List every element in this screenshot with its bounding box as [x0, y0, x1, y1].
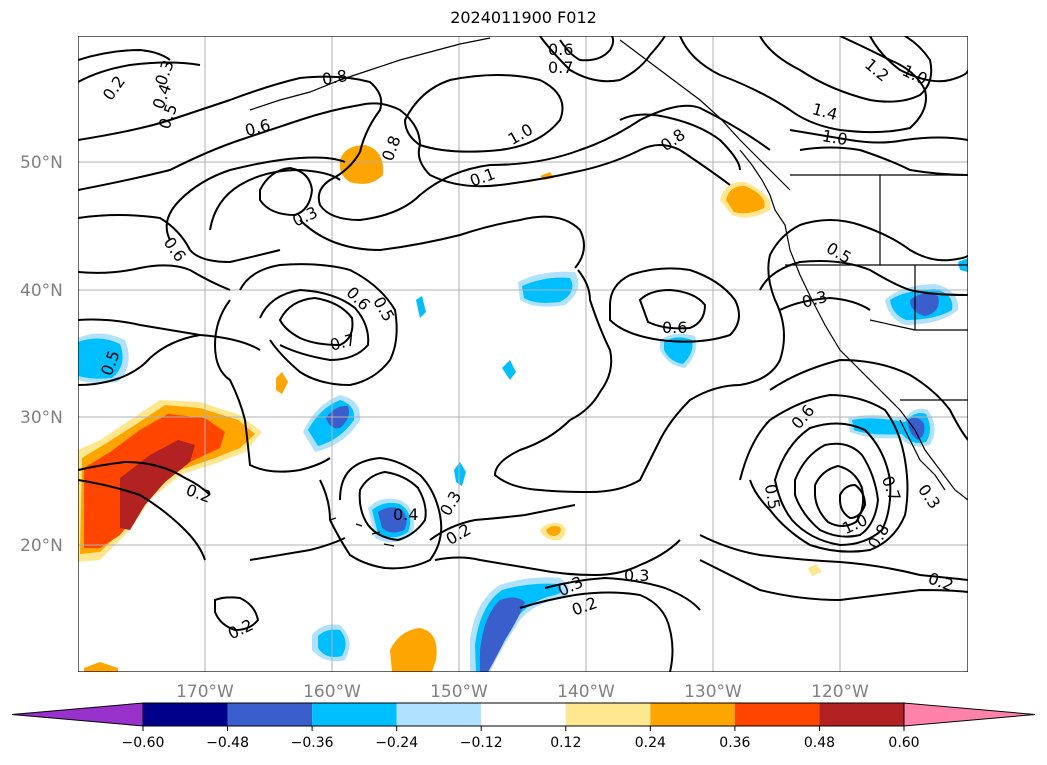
- graticule: [78, 36, 968, 672]
- colorbar: −0.60 −0.48 −0.36 −0.24 −0.12 0.12 0.24 0.36 0.4…: [11, 702, 1036, 751]
- colorbar-swatch: [227, 703, 313, 726]
- negative-anomaly-4c: [378, 507, 407, 533]
- hawaii-islands: [329, 517, 395, 547]
- lon-label-160w: 160°W: [303, 682, 361, 702]
- lat-label-50n: 50°N: [20, 153, 63, 173]
- map-title: 2024011900 F012: [450, 8, 597, 27]
- lat-label-40n: 40°N: [20, 281, 63, 301]
- colorbar-swatch: [481, 703, 566, 726]
- colorbar-swatch: [650, 703, 735, 726]
- baja-coast: [899, 419, 946, 491]
- bc-coast: [739, 149, 968, 501]
- negative-anomaly-5c: [480, 597, 525, 672]
- coastlines: [249, 37, 968, 547]
- colorbar-tick-label: 0.12: [550, 735, 581, 751]
- positive-anomaly-blob-8: [808, 564, 822, 576]
- contour-label: 0.5: [761, 483, 784, 511]
- positive-anomaly-blob-1: [339, 145, 384, 184]
- positive-anomaly-blob-9: [390, 628, 437, 672]
- positive-anomaly-blob-10: [84, 662, 118, 672]
- colorbar-tick-label: 0.48: [804, 735, 835, 751]
- lat-label-20n: 20°N: [20, 536, 63, 556]
- contour-label: 1.0: [821, 126, 849, 149]
- positive-anomaly-west-4: [120, 440, 195, 530]
- contour-label: 0.3: [624, 566, 649, 585]
- colorbar-extension-low: [11, 702, 144, 727]
- negative-anomaly-10: [454, 462, 466, 486]
- negative-anomaly-8c: [910, 293, 939, 316]
- lon-label-170w: 170°W: [176, 682, 234, 702]
- contour-label: 0.8: [320, 66, 348, 89]
- colorbar-extension-high: [903, 702, 1036, 727]
- lon-label-140w: 140°W: [557, 682, 615, 702]
- longitude-labels: 170°W 160°W 150°W 140°W 130°W 120°W: [176, 682, 869, 702]
- colorbar-tick-label: −0.36: [291, 735, 334, 751]
- colorbar-swatch: [734, 703, 820, 726]
- colorbar-swatch: [312, 703, 397, 726]
- lon-label-130w: 130°W: [684, 682, 742, 702]
- negative-anomaly-9c: [908, 417, 925, 440]
- contour-labels: 0.2 0.3 0.4 0.5 0.6 0.8 0.8 0.3 0.6 1.0 …: [97, 40, 956, 643]
- colorbar-swatch: [396, 703, 482, 726]
- colorbar-tick-label: 0.36: [719, 735, 750, 751]
- contours: [78, 36, 968, 672]
- colorbar-tick-label: −0.12: [460, 735, 503, 751]
- contour-label: 0.6: [548, 40, 573, 59]
- lon-label-150w: 150°W: [430, 682, 488, 702]
- colorbar-swatch: [565, 703, 651, 726]
- colorbar-outline: [142, 702, 905, 727]
- contour-label: 0.4: [393, 505, 418, 524]
- positive-anomaly-blob-5: [276, 372, 288, 394]
- alaska-peninsula-coast: [249, 37, 491, 111]
- colorbar-tick-label: 0.60: [888, 735, 919, 751]
- lat-label-30n: 30°N: [20, 408, 63, 428]
- us-border-5: [869, 319, 916, 331]
- latitude-labels: 50°N 40°N 30°N 20°N: [20, 153, 63, 556]
- negative-anomaly-12: [416, 296, 426, 318]
- map-panel: 0.2 0.3 0.4 0.5 0.6 0.8 0.8 0.3 0.6 1.0 …: [78, 36, 968, 672]
- colorbar-swatch: [819, 703, 904, 726]
- contour-label: 0.6: [662, 318, 687, 337]
- lon-label-120w: 120°W: [811, 682, 869, 702]
- colorbar-tick-label: −0.24: [375, 735, 418, 751]
- colorbar-tick-label: −0.48: [206, 735, 249, 751]
- negative-anomaly-1b: [78, 338, 123, 379]
- colorbar-tick-label: 0.24: [635, 735, 666, 751]
- negative-anomaly-7b: [664, 337, 693, 364]
- colorbar-tick-label: −0.60: [122, 735, 165, 751]
- colorbar-swatch: [143, 703, 228, 726]
- contour-label: 0.7: [548, 58, 573, 77]
- alaska-coast: [619, 39, 791, 191]
- positive-anomaly-blob-7: [546, 526, 561, 536]
- positive-anomaly-blob-3: [726, 185, 765, 214]
- negative-anomaly-11: [502, 360, 516, 380]
